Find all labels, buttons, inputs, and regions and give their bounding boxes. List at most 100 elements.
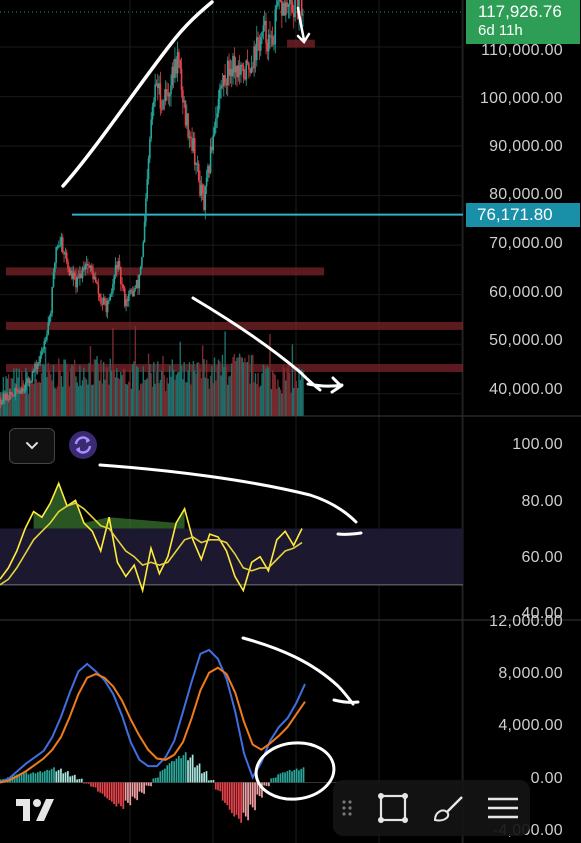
volume-bar (99, 380, 101, 416)
candle-body (97, 283, 100, 294)
volume-bar (264, 365, 266, 416)
candle-body (134, 287, 137, 289)
volume-bar (143, 379, 146, 416)
candle-body (209, 146, 212, 173)
candle-body (246, 60, 249, 64)
macd-histogram-bar (18, 773, 21, 783)
collapse-pane-button[interactable] (9, 428, 55, 464)
refresh-icon[interactable] (68, 430, 98, 460)
current-price-tag: 117,926.76 6d 11h (466, 0, 580, 44)
candle-body (204, 186, 207, 210)
supply-demand-zone (6, 267, 325, 276)
candle-body (192, 138, 195, 151)
macd-histogram-bar (39, 771, 41, 783)
macd-histogram-bar (57, 769, 60, 783)
price-panel[interactable] (0, 0, 463, 416)
candle-body (179, 59, 182, 69)
candle-body (87, 263, 89, 266)
macd-histogram-bar (136, 782, 139, 801)
macd-histogram-bar (298, 770, 300, 783)
volume-bar (22, 380, 24, 416)
volume-bar (51, 380, 53, 416)
volume-bar (293, 387, 295, 416)
macd-histogram-bar (36, 772, 39, 783)
candle-body (294, 0, 296, 18)
macd-panel[interactable] (0, 648, 463, 823)
volume-bar (68, 386, 71, 416)
volume-bar (54, 387, 56, 416)
macd-histogram-bar (210, 780, 212, 783)
candle-body (217, 98, 220, 114)
volume-bar (205, 359, 208, 416)
candle-body (14, 387, 17, 397)
brush-tool-icon[interactable] (431, 790, 467, 826)
rectangle-tool-icon[interactable] (375, 790, 411, 826)
volume-bar (232, 357, 234, 416)
volume-bar (211, 365, 213, 416)
candle-body (147, 158, 150, 180)
volume-bar (19, 386, 22, 416)
candle-body (286, 2, 288, 7)
macd-histogram-bar (164, 768, 166, 783)
volume-bar (58, 358, 60, 416)
volume-bar (13, 368, 15, 416)
candle-body (146, 179, 149, 199)
volume-bar (59, 370, 61, 416)
drag-handle-icon[interactable] (335, 790, 359, 826)
volume-bar (192, 361, 195, 416)
candle-body (211, 146, 213, 151)
annotation-arrow-volume (191, 296, 344, 394)
candle-body (234, 66, 237, 73)
volume-bar (117, 377, 119, 416)
macd-histogram-bar (157, 777, 159, 783)
candle-body (189, 136, 192, 139)
candle-body (156, 83, 159, 89)
macd-histogram-bar (182, 755, 185, 783)
volume-bar (224, 331, 226, 416)
candle-body (207, 165, 209, 178)
candle-body (212, 135, 215, 151)
candle-body (220, 85, 222, 89)
volume-bar (63, 359, 65, 416)
candle-body (24, 382, 27, 391)
volume-bar (122, 368, 125, 416)
candle-body (274, 9, 277, 45)
candle-body (28, 382, 31, 384)
candle-body (13, 394, 15, 397)
macd-histogram-bar (48, 770, 51, 783)
volume-bar (168, 365, 171, 416)
volume-bar (150, 373, 152, 416)
annotation-arrow-macd (241, 636, 360, 706)
menu-icon[interactable] (485, 790, 521, 826)
macd-histogram-bar (154, 777, 157, 783)
volume-bar (163, 375, 166, 416)
macd-histogram-bar (228, 782, 231, 810)
candle-body (2, 393, 5, 402)
volume-bar (190, 384, 192, 416)
volume-bar (257, 372, 259, 416)
volume-bar (194, 370, 196, 416)
oscillator-panel[interactable] (0, 481, 463, 594)
tradingview-logo[interactable] (16, 797, 64, 823)
volume-bar (84, 377, 86, 416)
macd-histogram-bar (205, 771, 208, 783)
volume-bar (265, 368, 267, 416)
candle-body (100, 297, 102, 304)
volume-bar (234, 361, 237, 416)
macd-histogram-bar (288, 769, 291, 783)
macd-histogram-bar (300, 768, 303, 783)
candle-body (279, 0, 282, 2)
candle-body (123, 288, 126, 307)
macd-histogram-bar (27, 774, 30, 783)
volume-bar (43, 365, 45, 416)
volume-bar (118, 378, 121, 416)
candle-body (233, 55, 236, 73)
volume-bar (96, 356, 98, 416)
volume-bar (167, 383, 170, 416)
candle-body (172, 66, 175, 78)
macd-histogram-bar (217, 782, 219, 791)
candle-body (39, 355, 42, 362)
macd-histogram-bar (247, 782, 249, 821)
volume-bar (174, 379, 176, 416)
